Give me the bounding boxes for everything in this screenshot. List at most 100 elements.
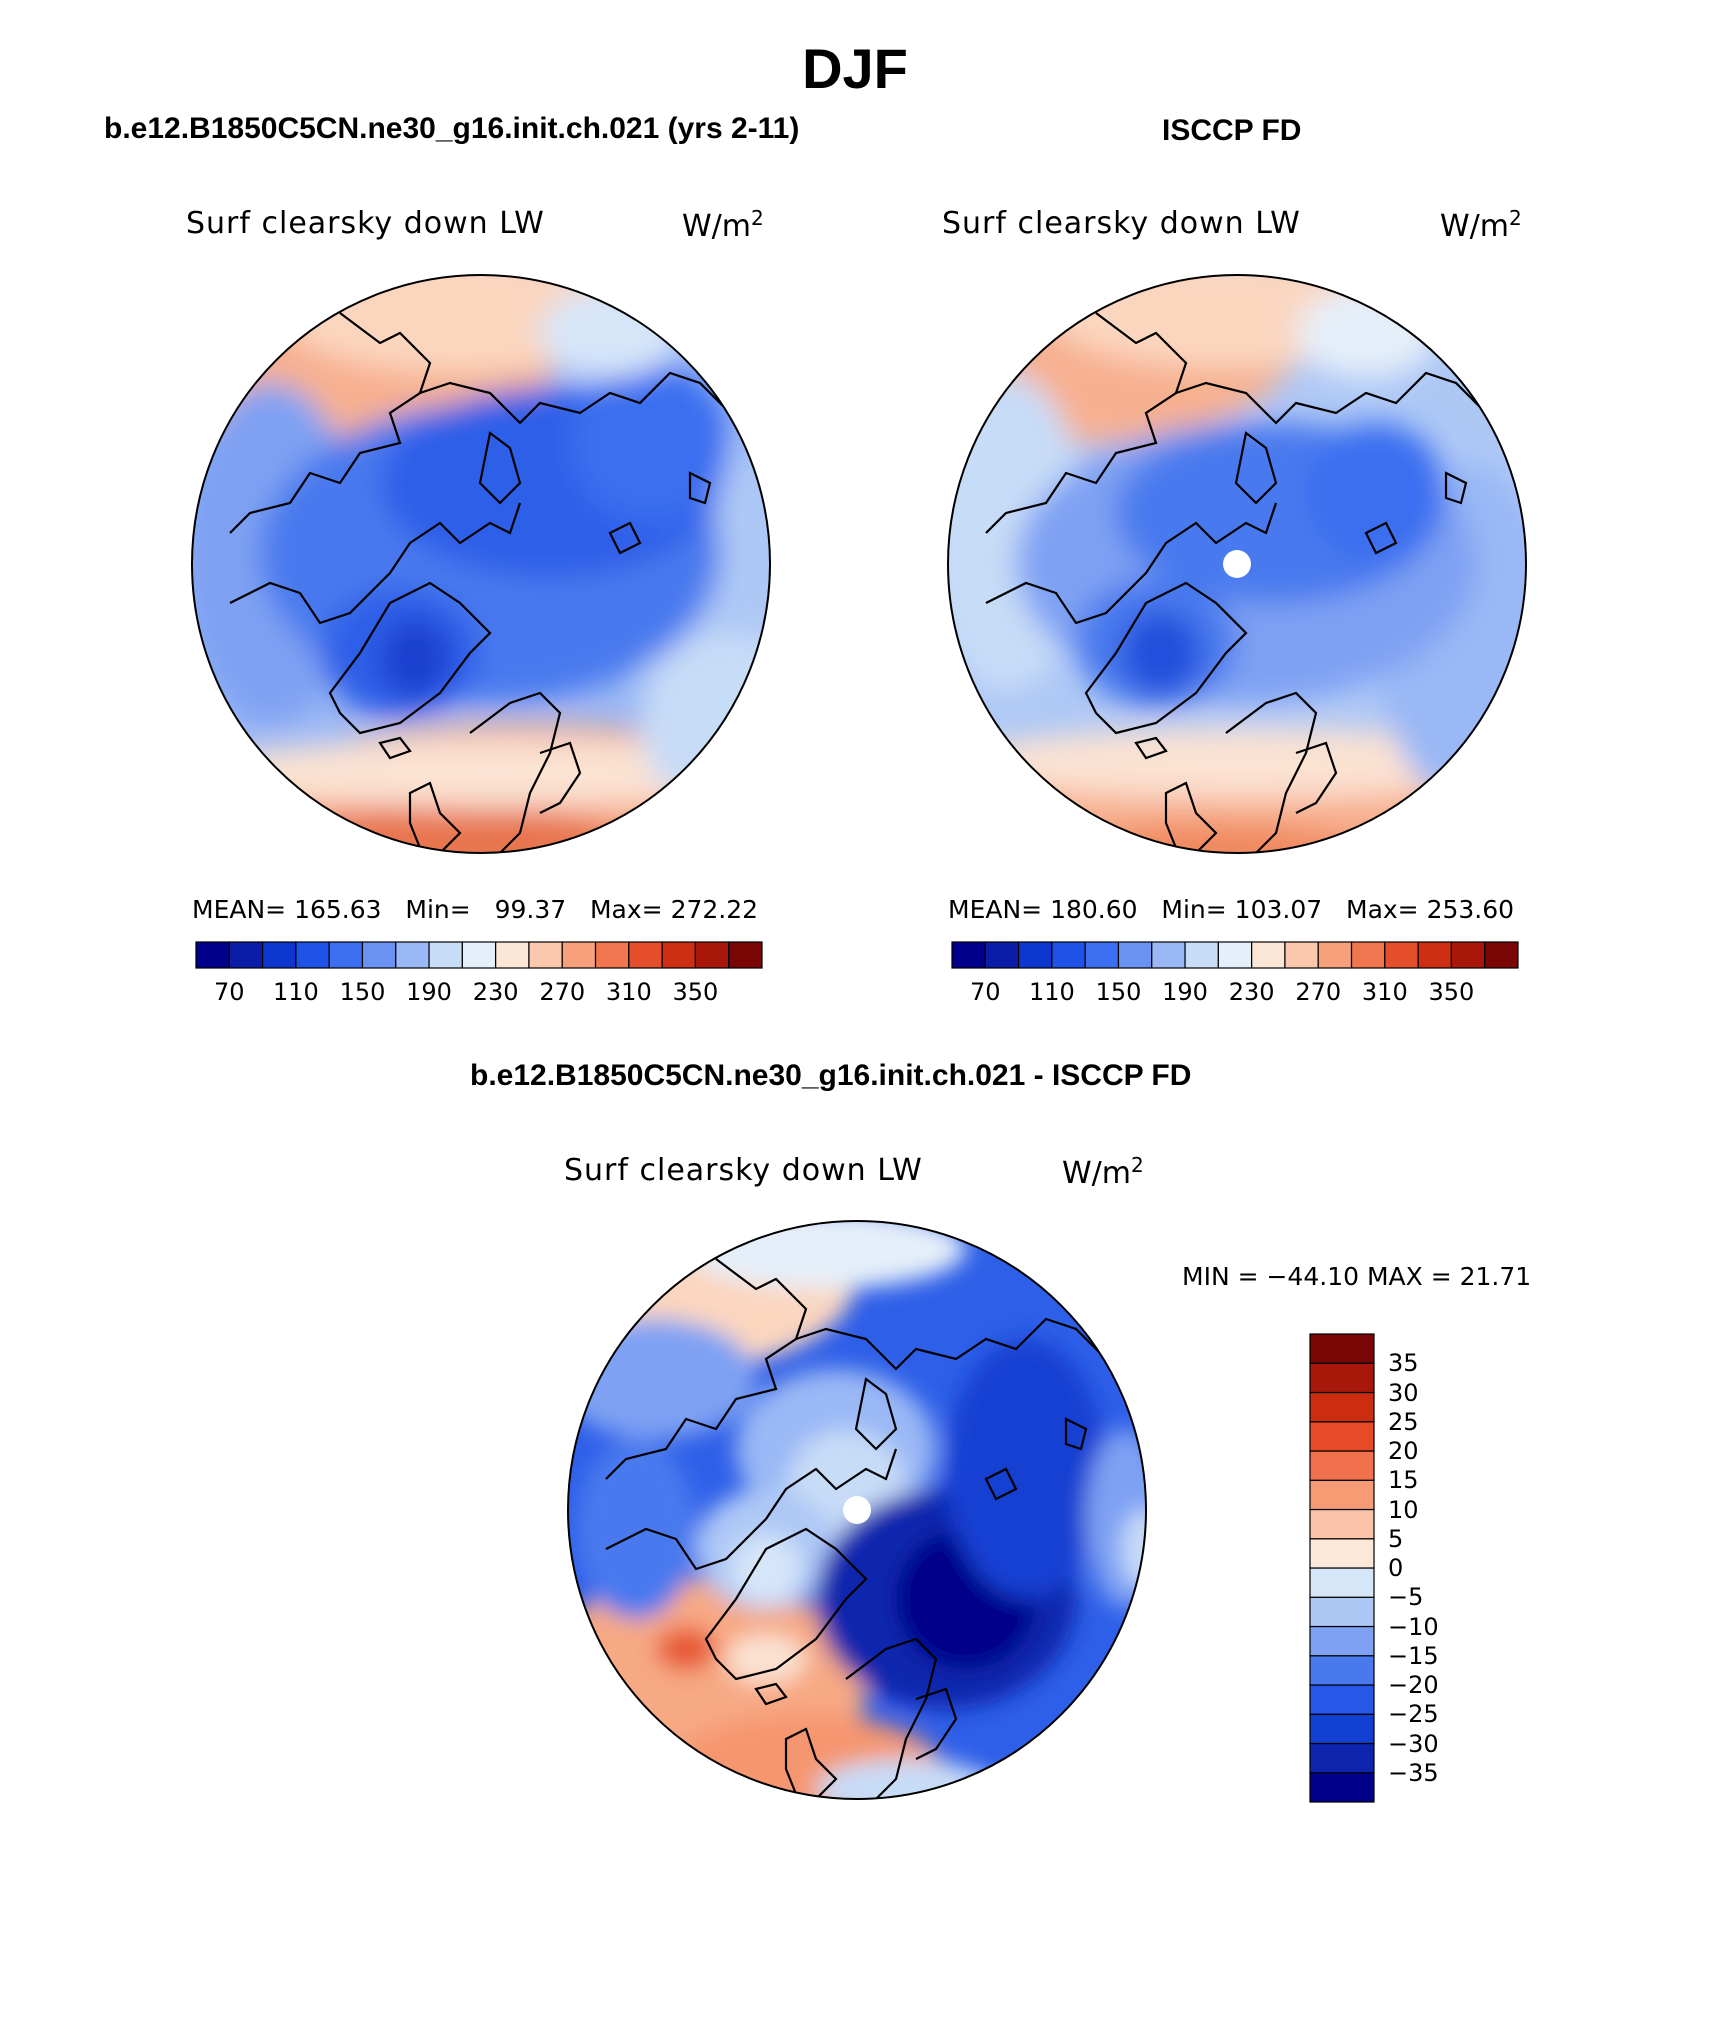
model-colorbar-swatch <box>528 941 563 969</box>
model-colorbar-swatch <box>195 941 230 969</box>
diff-colorbar-tick-label: −20 <box>1388 1671 1439 1699</box>
obs-min-label: Min= <box>1161 895 1227 924</box>
obs-colorbar-tick-label: 150 <box>1095 978 1142 1006</box>
obs-variable-label: Surf clearsky down LW <box>942 206 1301 241</box>
model-colorbar-tick-label: 70 <box>214 978 245 1006</box>
diff-colorbar-tick-label: 35 <box>1388 1349 1419 1378</box>
model-colorbar-swatch <box>261 941 297 969</box>
diff-colorbar-swatch <box>1309 1450 1375 1481</box>
model-colorbar-tick-label: 150 <box>339 978 386 1006</box>
model-case-title: b.e12.B1850C5CN.ne30_g16.init.ch.021 (yr… <box>104 112 800 145</box>
obs-polar-map <box>947 274 1527 854</box>
diff-colorbar-swatch <box>1309 1508 1375 1540</box>
diff-colorbar-swatch <box>1309 1479 1375 1511</box>
model-colorbar-swatch <box>228 941 264 969</box>
model-colorbar-swatch <box>628 941 663 969</box>
model-colorbar-swatch <box>461 941 497 969</box>
diff-colorbar-swatch <box>1309 1391 1375 1423</box>
diff-colorbar-swatch <box>1309 1596 1375 1628</box>
diff-colorbar-tick-label: −10 <box>1388 1612 1439 1641</box>
model-colorbar-tick-label: 310 <box>605 978 652 1006</box>
obs-colorbar-swatch <box>1284 941 1319 969</box>
model-colorbar-tick-label: 190 <box>406 978 452 1006</box>
obs-units-label: W/m2 <box>1440 206 1522 244</box>
model-colorbar-swatch <box>295 941 330 969</box>
diff-colorbar-swatch <box>1309 1421 1375 1452</box>
obs-max-label: Max= <box>1346 895 1419 924</box>
obs-colorbar-swatch <box>1317 941 1353 969</box>
model-stats-line: MEAN= 165.63 Min= 99.37 Max= 272.22 <box>192 895 758 924</box>
diff-colorbar-tick-label: 0 <box>1388 1554 1404 1582</box>
diff-colorbar-swatch <box>1309 1713 1375 1745</box>
model-colorbar-tick-label: 270 <box>539 978 586 1006</box>
diff-colorbar-swatch <box>1309 1655 1375 1686</box>
obs-colorbar-swatch <box>1151 941 1186 969</box>
obs-colorbar-swatch <box>1484 941 1519 969</box>
model-colorbar-swatch <box>328 941 364 969</box>
diff-colorbar-swatch <box>1309 1684 1375 1715</box>
diff-colorbar-tick-label: −5 <box>1388 1583 1424 1612</box>
obs-mean-value: 180.60 <box>1050 895 1138 924</box>
model-colorbar-swatch <box>594 941 630 969</box>
model-mean-label: MEAN= <box>192 895 287 924</box>
diff-colorbar-tick-label: 5 <box>1388 1524 1404 1553</box>
obs-stats-line: MEAN= 180.60 Min= 103.07 Max= 253.60 <box>948 895 1514 924</box>
obs-colorbar-swatch <box>1350 941 1386 969</box>
diff-colorbar-tick-label: 10 <box>1388 1495 1419 1524</box>
obs-colorbar-swatch <box>984 941 1020 969</box>
model-min-value: 99.37 <box>494 895 567 924</box>
figure-title: DJF <box>802 37 908 100</box>
obs-colorbar-tick-label: 270 <box>1295 978 1342 1006</box>
model-colorbar-tick-label: 350 <box>672 978 719 1006</box>
obs-case-title: ISCCP FD <box>1162 114 1302 147</box>
model-colorbar-swatch <box>361 941 397 969</box>
model-colorbar-swatch <box>395 941 430 969</box>
obs-colorbar-swatch <box>1184 941 1219 969</box>
model-max-value: 272.22 <box>670 895 759 924</box>
diff-colorbar-swatch <box>1309 1772 1375 1803</box>
obs-colorbar-swatch <box>1251 941 1286 969</box>
obs-colorbar-tick-label: 310 <box>1361 978 1408 1006</box>
model-variable-label: Surf clearsky down LW <box>186 206 545 241</box>
obs-min-value: 103.07 <box>1234 895 1323 924</box>
model-colorbar-tick-label: 230 <box>472 978 519 1006</box>
model-colorbar-tick-label: 110 <box>272 978 319 1006</box>
diff-colorbar-swatch <box>1309 1538 1375 1569</box>
obs-colorbar-swatch <box>1417 941 1453 969</box>
diff-variable-label: Surf clearsky down LW <box>564 1153 923 1188</box>
obs-colorbar-tick-label: 190 <box>1162 978 1208 1006</box>
obs-colorbar-swatch <box>1217 941 1253 969</box>
model-colorbar-swatch <box>561 941 597 969</box>
model-colorbar-swatch <box>728 941 763 969</box>
diff-colorbar-tick-label: 20 <box>1388 1437 1419 1465</box>
diff-colorbar-tick-label: −30 <box>1388 1729 1439 1758</box>
diff-colorbar-tick-label: 15 <box>1388 1466 1419 1495</box>
model-colorbar-swatch <box>495 941 530 969</box>
diff-colorbar-tick-label: −35 <box>1388 1758 1439 1787</box>
diff-case-title: b.e12.B1850C5CN.ne30_g16.init.ch.021 - I… <box>470 1059 1192 1092</box>
obs-colorbar-swatch <box>1017 941 1053 969</box>
obs-colorbar-swatch <box>1051 941 1086 969</box>
model-colorbar-swatch <box>661 941 697 969</box>
diff-colorbar-swatch <box>1309 1333 1375 1364</box>
obs-colorbar-tick-label: 230 <box>1228 978 1275 1006</box>
obs-colorbar-swatch <box>951 941 986 969</box>
diff-colorbar-tick-label: 25 <box>1388 1407 1419 1436</box>
diff-colorbar-tick-label: −25 <box>1388 1700 1439 1729</box>
model-colorbar-swatch <box>694 941 730 969</box>
diff-colorbar-swatch <box>1309 1742 1375 1774</box>
diff-units-label: W/m2 <box>1062 1153 1144 1191</box>
obs-colorbar-swatch <box>1084 941 1120 969</box>
diff-polar-map <box>567 1220 1147 1800</box>
model-units-label: W/m2 <box>682 206 764 244</box>
obs-colorbar-tick-label: 350 <box>1428 978 1475 1006</box>
diff-colorbar <box>1309 1333 1375 1803</box>
model-colorbar-swatch <box>428 941 463 969</box>
diff-colorbar-swatch <box>1309 1625 1375 1657</box>
model-max-label: Max= <box>589 895 663 924</box>
obs-colorbar-swatch <box>1450 941 1486 969</box>
diff-colorbar-tick-label: 30 <box>1388 1378 1419 1407</box>
model-mean-value: 165.63 <box>294 895 382 924</box>
diff-colorbar-tick-label: −15 <box>1388 1641 1439 1670</box>
obs-max-value: 253.60 <box>1426 895 1515 924</box>
